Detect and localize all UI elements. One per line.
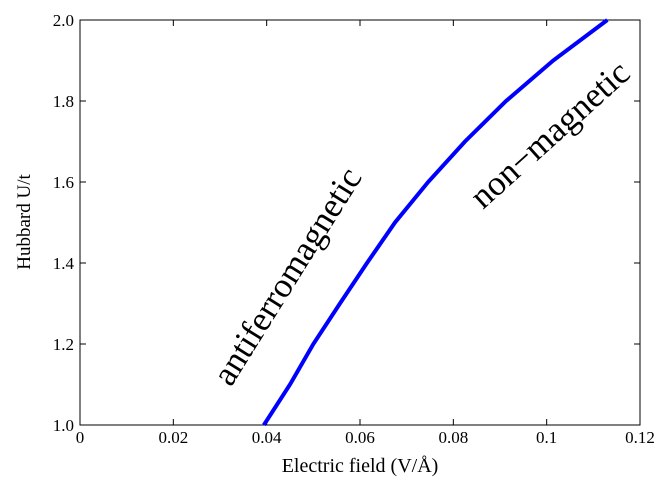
- data-line: [262, 18, 609, 427]
- x-tick-label: 0.02: [158, 428, 188, 447]
- y-tick-label: 2.0: [53, 11, 74, 30]
- plot-frame: [79, 19, 641, 426]
- annotation: non−magnetic: [462, 53, 637, 216]
- y-axis-label: Hubbard U/t: [14, 174, 35, 270]
- x-tick-label: 0.1: [536, 428, 557, 447]
- y-tick-label: 1.4: [53, 254, 75, 273]
- x-tick-label: 0.04: [252, 428, 282, 447]
- y-tick-label: 1.0: [53, 416, 74, 435]
- x-tick-label: 0: [76, 428, 85, 447]
- x-axis-label: Electric field (V/Å): [282, 455, 439, 477]
- annotation: antiferromagnetic: [205, 160, 370, 392]
- y-tick-label: 1.2: [53, 335, 74, 354]
- y-tick-label: 1.6: [53, 173, 74, 192]
- x-tick-label: 0.08: [438, 428, 468, 447]
- x-tick-label: 0.06: [345, 428, 375, 447]
- y-tick-label: 1.8: [53, 92, 74, 111]
- x-tick-label: 0.12: [625, 428, 655, 447]
